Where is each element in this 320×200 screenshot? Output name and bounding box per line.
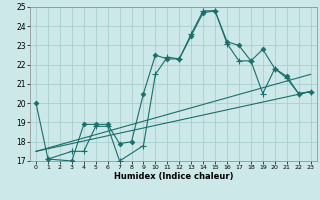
X-axis label: Humidex (Indice chaleur): Humidex (Indice chaleur) [114, 172, 233, 181]
